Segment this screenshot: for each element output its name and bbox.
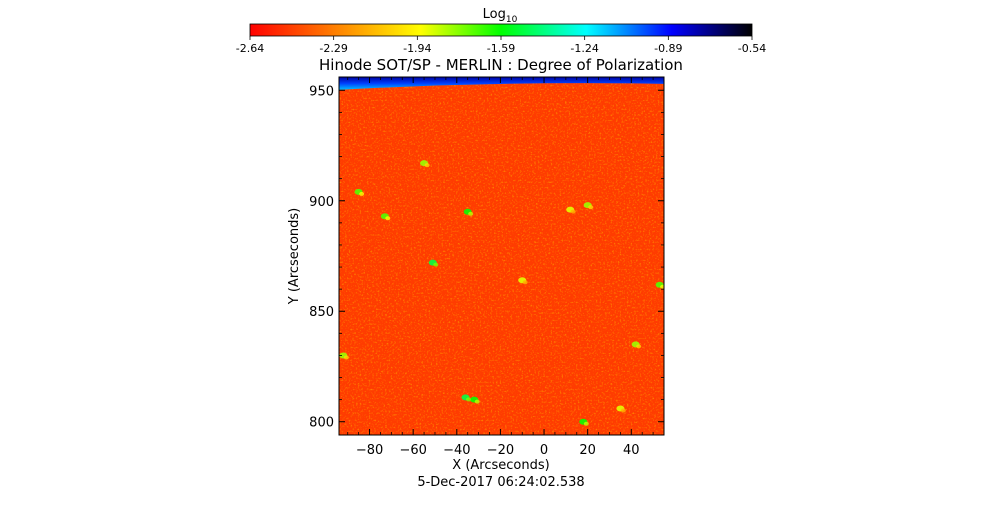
polarization-feature-halo [424, 163, 430, 168]
chart-title: Hinode SOT/SP - MERLIN : Degree of Polar… [319, 56, 683, 74]
colorbar-tick-label: -1.59 [487, 42, 515, 55]
colorbar-tick-label: -1.24 [570, 42, 598, 55]
y-axis-label: Y (Arcseconds) [287, 208, 302, 305]
x-tick-label: 0 [540, 443, 548, 458]
colorbar-tick-label: -1.94 [403, 42, 431, 55]
solar-limb [339, 77, 664, 90]
x-tick-label: −60 [399, 443, 426, 458]
y-tick-label: 950 [309, 84, 334, 99]
colorbar-tick-label: -2.64 [236, 42, 264, 55]
y-tick-label: 900 [309, 195, 334, 210]
polarization-feature-halo [466, 397, 472, 402]
colorbar: Log10 -2.64 -2.29 -1.94 -1.59 -1.24 -0.89 -0.5… [236, 7, 766, 55]
polarization-feature-halo [636, 344, 642, 349]
polarization-features [339, 160, 664, 426]
polarization-feature-halo [570, 209, 576, 214]
x-axis-label: X (Arcseconds) [452, 458, 549, 473]
polarization-feature-halo [359, 191, 365, 196]
polarization-feature-halo [474, 399, 480, 404]
colorbar-tick-label: -0.54 [738, 42, 766, 55]
polarization-feature-halo [385, 216, 391, 221]
colorbar-ticks: -2.64 -2.29 -1.94 -1.59 -1.24 -0.89 -0.54 [236, 36, 766, 55]
polarization-feature-halo [343, 355, 349, 360]
y-axis: 800 850 900 950 [309, 84, 664, 431]
plot-frame [338, 76, 665, 436]
polarization-feature-halo [660, 284, 664, 289]
observation-timestamp: 5-Dec-2017 06:24:02.538 [417, 475, 584, 490]
polarization-feature-halo [468, 211, 474, 216]
polarization-feature-halo [583, 421, 589, 426]
colorbar-tick-label: -2.29 [319, 42, 347, 55]
colorbar-gradient [249, 23, 753, 37]
polarization-feature-halo [620, 408, 626, 413]
y-tick-label: 800 [309, 416, 334, 431]
x-tick-label: −80 [356, 443, 383, 458]
x-tick-label: −20 [487, 443, 514, 458]
x-tick-label: 40 [623, 443, 640, 458]
y-tick-label: 850 [309, 305, 334, 320]
colorbar-tick-label: -0.89 [654, 42, 682, 55]
polarization-feature-halo [522, 280, 528, 285]
x-tick-label: 20 [579, 443, 596, 458]
polarization-feature-halo [588, 205, 594, 210]
polarization-feature-halo [433, 262, 439, 267]
x-axis: −80 −60 −40 −20 0 20 40 [347, 77, 654, 458]
map-texture [339, 77, 664, 435]
polarization-map [339, 77, 664, 435]
colorbar-label: Log10 [483, 7, 518, 25]
x-tick-label: −40 [443, 443, 470, 458]
